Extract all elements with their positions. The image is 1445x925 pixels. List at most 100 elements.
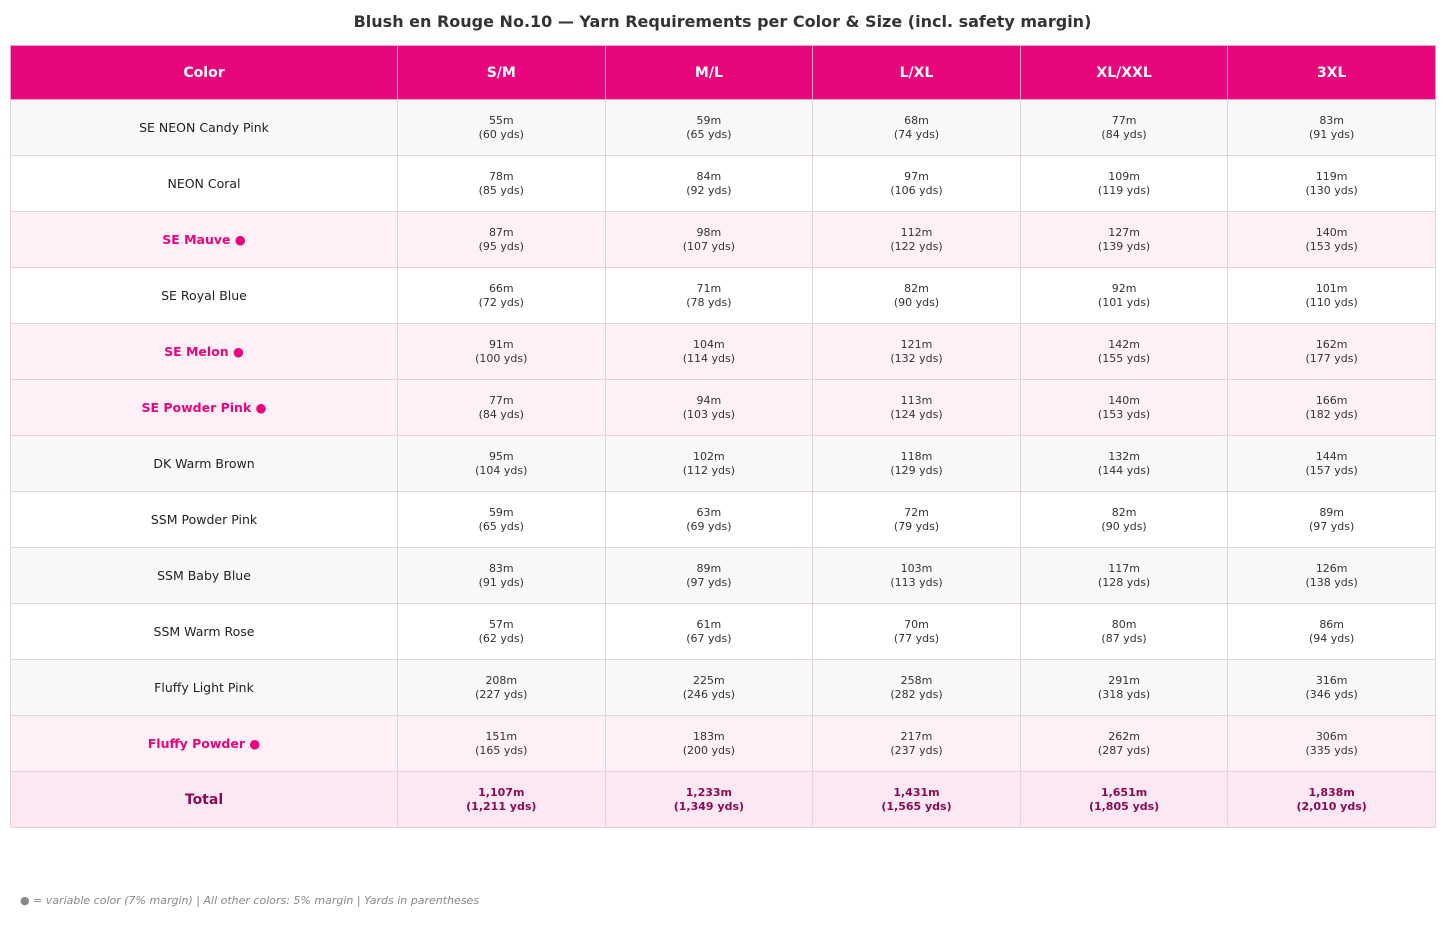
meters-value: 89m — [1319, 505, 1345, 519]
column-header-size: M/L — [604, 45, 814, 100]
value-cell: 142m (155 yds) — [1019, 323, 1229, 380]
meters-value: 225m — [693, 673, 725, 687]
yards-value: (246 yds) — [682, 687, 736, 701]
value-cell: 132m (144 yds) — [1019, 435, 1229, 492]
value-cell: 121m (132 yds) — [812, 323, 1021, 380]
value-cell: 86m (94 yds) — [1227, 603, 1436, 660]
value-cell: 119m (130 yds) — [1227, 155, 1436, 212]
meters-value: 61m — [696, 617, 722, 631]
yards-value: (1,805 yds) — [1088, 799, 1160, 813]
table-row: SSM Baby Blue 83m (91 yds) 89m (97 yds) 103m(… — [10, 547, 1436, 604]
table-row: SE NEON Candy Pink 55m (60 yds) 59m (65 yds)… — [10, 99, 1436, 156]
meters-value: 68m — [904, 113, 929, 127]
value-cell: 140m (153 yds) — [1019, 379, 1229, 436]
yarn-requirements-table: Color S/M M/L L/XL XL/XXL 3XL SE NEON Ca… — [10, 45, 1436, 828]
value-cell: 68m (74 yds) — [812, 99, 1021, 156]
yards-value: (69 yds) — [686, 519, 732, 533]
value-cell: 291m (318 yds) — [1019, 659, 1229, 716]
meters-value: 66m — [488, 281, 514, 295]
table-row: Fluffy Powder ● 151m (165 yds) 183m (200 yds… — [10, 715, 1436, 772]
meters-value: 97m — [904, 169, 929, 183]
meters-value: 151m — [485, 729, 518, 743]
yards-value: (165 yds) — [475, 743, 528, 757]
yards-value: (144 yds) — [1097, 463, 1151, 477]
value-cell: 109m (119 yds) — [1019, 155, 1229, 212]
meters-value: 94m — [696, 393, 722, 407]
value-cell: 1,107m (1,211 yds) — [397, 771, 606, 828]
yards-value: (65 yds) — [478, 519, 524, 533]
yards-value: (139 yds) — [1097, 239, 1151, 253]
value-cell: 1,431m (1,565 yds) — [812, 771, 1021, 828]
yards-value: (200 yds) — [682, 743, 736, 757]
column-header-color: Color — [10, 45, 398, 100]
meters-value: 78m — [488, 169, 514, 183]
value-cell: 83m (91 yds) — [397, 547, 606, 604]
yards-value: (227 yds) — [475, 687, 528, 701]
value-cell: 151m (165 yds) — [397, 715, 606, 772]
footnote: ● = variable color (7% margin) | All oth… — [20, 894, 480, 907]
value-cell: 77m (84 yds) — [1019, 99, 1229, 156]
value-cell: 183m (200 yds) — [604, 715, 814, 772]
yards-value: (124 yds) — [890, 407, 943, 421]
value-cell: 89m (97 yds) — [604, 547, 814, 604]
meters-value: 118m — [900, 449, 933, 463]
meters-value: 140m — [1315, 225, 1348, 239]
value-cell: 72m (79 yds) — [812, 491, 1021, 548]
meters-value: 127m — [1108, 225, 1140, 239]
yards-value: (77 yds) — [893, 631, 940, 645]
value-cell: 117m (128 yds) — [1019, 547, 1229, 604]
value-cell: 70m (77 yds) — [812, 603, 1021, 660]
color-name: SSM Powder Pink — [10, 491, 398, 548]
meters-value: 117m — [1108, 561, 1140, 575]
meters-value: 95m — [488, 449, 514, 463]
meters-value: 103m — [900, 561, 933, 575]
table-row: SSM Warm Rose 57m (62 yds) 61m (67 yds) 70m (7… — [10, 603, 1436, 660]
yards-value: (182 yds) — [1305, 407, 1358, 421]
value-cell: 55m (60 yds) — [397, 99, 606, 156]
value-cell: 77m (84 yds) — [397, 379, 606, 436]
yards-value: (85 yds) — [478, 183, 524, 197]
meters-value: 258m — [900, 673, 933, 687]
yards-value: (62 yds) — [478, 631, 524, 645]
meters-value: 142m — [1108, 337, 1140, 351]
yards-value: (1,565 yds) — [881, 799, 952, 813]
yards-value: (157 yds) — [1305, 463, 1358, 477]
meters-value: 87m — [488, 225, 514, 239]
meters-value: 83m — [1319, 113, 1345, 127]
yards-value: (84 yds) — [478, 407, 524, 421]
table-row: Fluffy Light Pink 208m (227 yds) 225m (246 y… — [10, 659, 1436, 716]
meters-value: 109m — [1108, 169, 1140, 183]
meters-value: 112m — [900, 225, 933, 239]
meters-value: 113m — [900, 393, 933, 407]
total-row: Total 1,107m (1,211 yds) 1,233m (1,349 yds) 1… — [10, 771, 1436, 828]
meters-value: 86m — [1319, 617, 1345, 631]
column-header-size: L/XL — [812, 45, 1021, 100]
value-cell: 87m (95 yds) — [397, 211, 606, 268]
meters-value: 91m — [488, 337, 514, 351]
meters-value: 70m — [904, 617, 929, 631]
meters-value: 126m — [1315, 561, 1348, 575]
table-row: SE Mauve ● 87m (95 yds) 98m (107 yds) 112m (12… — [10, 211, 1436, 268]
yards-value: (132 yds) — [890, 351, 943, 365]
value-cell: 102m (112 yds) — [604, 435, 814, 492]
meters-value: 80m — [1111, 617, 1137, 631]
meters-value: 316m — [1315, 673, 1348, 687]
value-cell: 71m (78 yds) — [604, 267, 814, 324]
yards-value: (90 yds) — [1101, 519, 1147, 533]
yards-value: (84 yds) — [1101, 127, 1147, 141]
total-label: Total — [10, 771, 398, 828]
color-name: SE NEON Candy Pink — [10, 99, 398, 156]
color-name: Fluffy Light Pink — [10, 659, 398, 716]
value-cell: 59m (65 yds) — [604, 99, 814, 156]
meters-value: 1,838m — [1308, 785, 1355, 799]
value-cell: 57m (62 yds) — [397, 603, 606, 660]
yards-value: (2,010 yds) — [1296, 799, 1367, 813]
yards-value: (153 yds) — [1305, 239, 1358, 253]
meters-value: 291m — [1108, 673, 1140, 687]
value-cell: 66m (72 yds) — [397, 267, 606, 324]
meters-value: 59m — [488, 505, 514, 519]
yards-value: (113 yds) — [890, 575, 943, 589]
meters-value: 121m — [900, 337, 933, 351]
yards-value: (78 yds) — [686, 295, 732, 309]
value-cell: 83m (91 yds) — [1227, 99, 1436, 156]
